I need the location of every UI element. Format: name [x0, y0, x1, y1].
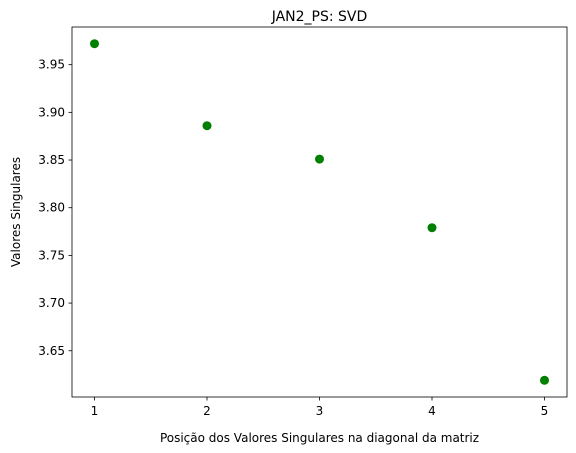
y-tick-label: 3.70 [38, 296, 65, 310]
x-axis-label: Posição dos Valores Singulares na diagon… [160, 431, 479, 445]
y-tick-label: 3.90 [38, 105, 65, 119]
data-point-1 [90, 39, 99, 49]
x-tick-label: 3 [316, 404, 324, 418]
data-point-3 [315, 154, 324, 164]
data-point-5 [540, 375, 549, 385]
data-point-4 [427, 223, 437, 233]
x-axis-ticks: 1 2 3 4 5 [91, 397, 549, 418]
y-axis-ticks: 3.65 3.70 3.75 3.80 3.85 3.90 3.95 [38, 58, 72, 358]
y-tick-label: 3.80 [38, 201, 65, 215]
y-tick-label: 3.65 [38, 344, 65, 358]
y-tick-label: 3.95 [38, 58, 65, 72]
y-tick-label: 3.85 [38, 153, 65, 167]
data-point-2 [202, 121, 212, 131]
x-tick-label: 1 [91, 404, 99, 418]
chart-title: JAN2_PS: SVD [271, 9, 368, 25]
x-tick-label: 4 [428, 404, 436, 418]
x-tick-label: 5 [541, 404, 549, 418]
data-points [90, 39, 549, 385]
x-tick-label: 2 [203, 404, 211, 418]
y-axis-label: Valores Singulares [9, 157, 23, 267]
y-tick-label: 3.75 [38, 248, 65, 262]
plot-frame [71, 26, 568, 398]
plot-area [72, 27, 567, 397]
